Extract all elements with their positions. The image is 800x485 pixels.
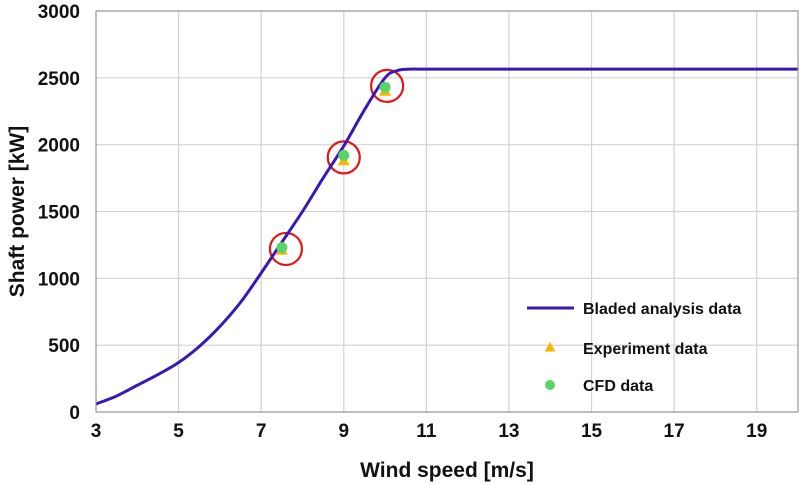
y-axis-ticks: 0 500 1000 1500 2000 2500 3000 <box>38 2 80 424</box>
x-tick-label: 17 <box>664 421 685 442</box>
y-tick-label: 2000 <box>38 136 80 157</box>
y-axis-title: Shaft power [kW] <box>6 126 29 298</box>
cfd-point <box>338 149 350 161</box>
highlight-circle <box>268 231 304 267</box>
x-axis-ticks: 3 5 7 9 11 13 15 17 19 <box>91 421 768 442</box>
highlight-circle <box>370 68 405 103</box>
x-tick-label: 5 <box>173 421 184 442</box>
y-tick-label: 0 <box>69 403 80 424</box>
legend-marker-experiment <box>544 342 556 352</box>
legend-label-bladed: Bladed analysis data <box>583 301 741 318</box>
x-tick-label: 19 <box>746 421 767 442</box>
x-tick-label: 15 <box>581 421 603 442</box>
highlight-circle <box>326 140 361 175</box>
series-line-bladed <box>95 67 798 406</box>
y-tick-label: 500 <box>48 336 80 357</box>
cfd-point <box>379 81 391 93</box>
legend-label-cfd: CFD data <box>583 378 653 395</box>
y-tick-label: 1000 <box>38 269 80 290</box>
y-tick-label: 3000 <box>38 2 80 23</box>
y-tick-label: 2500 <box>38 69 80 90</box>
cfd-point <box>276 242 288 254</box>
x-axis-title: Wind speed [m/s] <box>360 459 534 482</box>
legend-label-experiment: Experiment data <box>583 341 708 358</box>
highlight-circles <box>268 68 405 267</box>
plot-frame <box>95 10 799 413</box>
legend-marker-cfd <box>545 380 555 390</box>
series-group <box>95 67 798 406</box>
x-tick-label: 3 <box>91 421 102 442</box>
x-tick-label: 11 <box>416 421 437 442</box>
legend: Bladed analysis data Experiment data CFD… <box>527 301 741 395</box>
y-tick-label: 1500 <box>38 203 80 224</box>
x-tick-label: 13 <box>498 421 519 442</box>
x-tick-label: 9 <box>338 421 349 442</box>
x-tick-label: 7 <box>256 421 267 442</box>
